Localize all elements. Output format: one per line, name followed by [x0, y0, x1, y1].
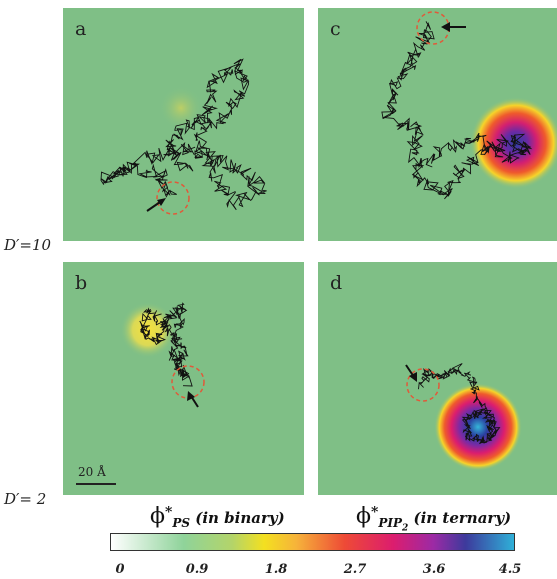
panel-c-image	[381, 11, 557, 200]
colorbar-tick-0: 0	[115, 562, 125, 577]
colorbar-title-right: ϕ*PIP2 (in ternary)	[356, 504, 512, 534]
trajectory-d	[418, 363, 501, 445]
colorbar-tick-1: 0.9	[185, 562, 209, 577]
row-label-bottom: D′= 2	[4, 490, 47, 508]
panel-c: c	[318, 8, 557, 241]
colorbar	[110, 533, 515, 551]
colorbar-tick-5: 4.5	[498, 562, 522, 577]
scale-bar	[76, 483, 116, 485]
panel-b: b	[63, 262, 304, 495]
start-circle-d	[406, 368, 440, 402]
colorbar-tick-2: 1.8	[264, 562, 288, 577]
trajectory-b	[139, 302, 193, 387]
panel-letter-d: d	[330, 272, 343, 294]
colorbar-tick-4: 3.6	[422, 562, 446, 577]
panel-letter-c: c	[330, 18, 341, 40]
panel-b-image	[120, 302, 205, 408]
start-circle-a	[156, 181, 190, 215]
panel-a-image	[100, 58, 267, 215]
panel-letter-b: b	[75, 272, 88, 294]
panel-d: d	[318, 262, 557, 495]
panel-letter-a: a	[75, 18, 87, 40]
colorbar-tick-3: 2.7	[343, 562, 367, 577]
trajectory-c	[381, 21, 533, 200]
trajectory-a	[100, 58, 267, 211]
scale-bar-label: 20 Å	[78, 465, 106, 479]
panel-a: a	[63, 8, 304, 241]
row-label-top: D′=10	[4, 236, 52, 254]
colorbar-title-left: ϕ*PS (in binary)	[150, 504, 285, 531]
panel-d-image	[405, 363, 522, 471]
